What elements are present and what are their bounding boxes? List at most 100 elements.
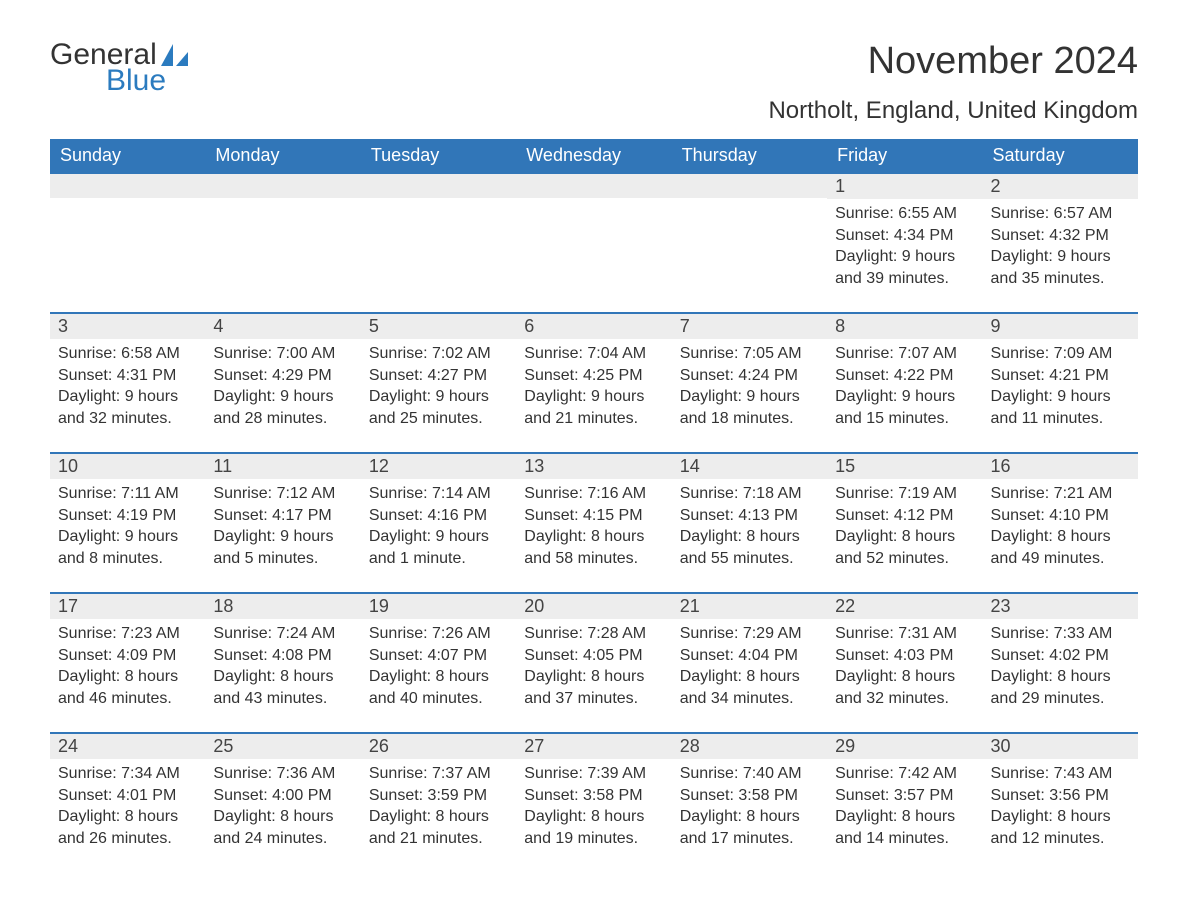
- daylight-line: Daylight: 9 hours and 25 minutes.: [369, 386, 508, 429]
- day-number: 22: [827, 594, 982, 619]
- day-content: Sunrise: 7:40 AMSunset: 3:58 PMDaylight:…: [672, 759, 827, 849]
- day-cell: 3Sunrise: 6:58 AMSunset: 4:31 PMDaylight…: [50, 314, 205, 434]
- sunset-line: Sunset: 4:15 PM: [524, 505, 663, 527]
- sunrise-line: Sunrise: 7:29 AM: [680, 623, 819, 645]
- day-cell: 26Sunrise: 7:37 AMSunset: 3:59 PMDayligh…: [361, 734, 516, 854]
- day-number: 17: [50, 594, 205, 619]
- sunset-line: Sunset: 4:27 PM: [369, 365, 508, 387]
- day-content: Sunrise: 7:09 AMSunset: 4:21 PMDaylight:…: [983, 339, 1138, 429]
- sunrise-line: Sunrise: 7:16 AM: [524, 483, 663, 505]
- day-number: 8: [827, 314, 982, 339]
- sunrise-line: Sunrise: 7:24 AM: [213, 623, 352, 645]
- day-number: 13: [516, 454, 671, 479]
- sunrise-line: Sunrise: 7:12 AM: [213, 483, 352, 505]
- sunset-line: Sunset: 4:29 PM: [213, 365, 352, 387]
- daylight-line: Daylight: 9 hours and 32 minutes.: [58, 386, 197, 429]
- sunset-line: Sunset: 4:32 PM: [991, 225, 1130, 247]
- sunrise-line: Sunrise: 6:55 AM: [835, 203, 974, 225]
- daylight-line: Daylight: 9 hours and 15 minutes.: [835, 386, 974, 429]
- day-number: 19: [361, 594, 516, 619]
- sunrise-line: Sunrise: 7:09 AM: [991, 343, 1130, 365]
- day-content: Sunrise: 7:04 AMSunset: 4:25 PMDaylight:…: [516, 339, 671, 429]
- day-content: Sunrise: 7:26 AMSunset: 4:07 PMDaylight:…: [361, 619, 516, 709]
- day-number: 26: [361, 734, 516, 759]
- day-cell: 19Sunrise: 7:26 AMSunset: 4:07 PMDayligh…: [361, 594, 516, 714]
- sunrise-line: Sunrise: 7:42 AM: [835, 763, 974, 785]
- sunset-line: Sunset: 4:10 PM: [991, 505, 1130, 527]
- dow-cell: Monday: [205, 139, 360, 172]
- sunrise-line: Sunrise: 7:05 AM: [680, 343, 819, 365]
- day-content: Sunrise: 7:39 AMSunset: 3:58 PMDaylight:…: [516, 759, 671, 849]
- sunset-line: Sunset: 4:31 PM: [58, 365, 197, 387]
- sunset-line: Sunset: 4:22 PM: [835, 365, 974, 387]
- title-block: November 2024 Northolt, England, United …: [768, 40, 1138, 125]
- day-number: 4: [205, 314, 360, 339]
- sunrise-line: Sunrise: 7:04 AM: [524, 343, 663, 365]
- sunset-line: Sunset: 4:07 PM: [369, 645, 508, 667]
- sunset-line: Sunset: 4:02 PM: [991, 645, 1130, 667]
- month-title: November 2024: [768, 40, 1138, 83]
- daylight-line: Daylight: 9 hours and 1 minute.: [369, 526, 508, 569]
- sunrise-line: Sunrise: 7:21 AM: [991, 483, 1130, 505]
- sunrise-line: Sunrise: 7:34 AM: [58, 763, 197, 785]
- day-content: Sunrise: 7:24 AMSunset: 4:08 PMDaylight:…: [205, 619, 360, 709]
- sunset-line: Sunset: 4:01 PM: [58, 785, 197, 807]
- sunset-line: Sunset: 4:25 PM: [524, 365, 663, 387]
- day-number: 12: [361, 454, 516, 479]
- daylight-line: Daylight: 8 hours and 49 minutes.: [991, 526, 1130, 569]
- sunset-line: Sunset: 3:59 PM: [369, 785, 508, 807]
- day-content: Sunrise: 7:07 AMSunset: 4:22 PMDaylight:…: [827, 339, 982, 429]
- day-cell: 13Sunrise: 7:16 AMSunset: 4:15 PMDayligh…: [516, 454, 671, 574]
- sunset-line: Sunset: 4:05 PM: [524, 645, 663, 667]
- daylight-line: Daylight: 8 hours and 55 minutes.: [680, 526, 819, 569]
- sunrise-line: Sunrise: 7:37 AM: [369, 763, 508, 785]
- sunset-line: Sunset: 4:19 PM: [58, 505, 197, 527]
- day-of-week-header: SundayMondayTuesdayWednesdayThursdayFrid…: [50, 139, 1138, 172]
- sunset-line: Sunset: 4:12 PM: [835, 505, 974, 527]
- week-row: 3Sunrise: 6:58 AMSunset: 4:31 PMDaylight…: [50, 312, 1138, 434]
- day-content: Sunrise: 7:37 AMSunset: 3:59 PMDaylight:…: [361, 759, 516, 849]
- week-row: 17Sunrise: 7:23 AMSunset: 4:09 PMDayligh…: [50, 592, 1138, 714]
- daylight-line: Daylight: 9 hours and 11 minutes.: [991, 386, 1130, 429]
- day-cell: 4Sunrise: 7:00 AMSunset: 4:29 PMDaylight…: [205, 314, 360, 434]
- day-cell: 7Sunrise: 7:05 AMSunset: 4:24 PMDaylight…: [672, 314, 827, 434]
- day-cell: 23Sunrise: 7:33 AMSunset: 4:02 PMDayligh…: [983, 594, 1138, 714]
- daylight-line: Daylight: 8 hours and 37 minutes.: [524, 666, 663, 709]
- sunset-line: Sunset: 4:16 PM: [369, 505, 508, 527]
- day-cell: 28Sunrise: 7:40 AMSunset: 3:58 PMDayligh…: [672, 734, 827, 854]
- sunrise-line: Sunrise: 6:58 AM: [58, 343, 197, 365]
- sunrise-line: Sunrise: 7:36 AM: [213, 763, 352, 785]
- day-cell: [205, 174, 360, 294]
- sunrise-line: Sunrise: 7:11 AM: [58, 483, 197, 505]
- day-cell: 9Sunrise: 7:09 AMSunset: 4:21 PMDaylight…: [983, 314, 1138, 434]
- day-content: Sunrise: 6:58 AMSunset: 4:31 PMDaylight:…: [50, 339, 205, 429]
- day-number: 30: [983, 734, 1138, 759]
- dow-cell: Thursday: [672, 139, 827, 172]
- daylight-line: Daylight: 8 hours and 19 minutes.: [524, 806, 663, 849]
- day-content: Sunrise: 7:12 AMSunset: 4:17 PMDaylight:…: [205, 479, 360, 569]
- week-row: 10Sunrise: 7:11 AMSunset: 4:19 PMDayligh…: [50, 452, 1138, 574]
- sunset-line: Sunset: 4:03 PM: [835, 645, 974, 667]
- sunset-line: Sunset: 4:04 PM: [680, 645, 819, 667]
- daylight-line: Daylight: 8 hours and 34 minutes.: [680, 666, 819, 709]
- sunrise-line: Sunrise: 7:43 AM: [991, 763, 1130, 785]
- day-cell: 6Sunrise: 7:04 AMSunset: 4:25 PMDaylight…: [516, 314, 671, 434]
- daylight-line: Daylight: 9 hours and 5 minutes.: [213, 526, 352, 569]
- day-number: 27: [516, 734, 671, 759]
- sunrise-line: Sunrise: 7:23 AM: [58, 623, 197, 645]
- daylight-line: Daylight: 8 hours and 12 minutes.: [991, 806, 1130, 849]
- day-content: Sunrise: 7:21 AMSunset: 4:10 PMDaylight:…: [983, 479, 1138, 569]
- day-number: [516, 174, 671, 198]
- day-cell: 22Sunrise: 7:31 AMSunset: 4:03 PMDayligh…: [827, 594, 982, 714]
- day-number: [205, 174, 360, 198]
- daylight-line: Daylight: 8 hours and 46 minutes.: [58, 666, 197, 709]
- day-number: 18: [205, 594, 360, 619]
- day-content: Sunrise: 6:55 AMSunset: 4:34 PMDaylight:…: [827, 199, 982, 289]
- day-number: 11: [205, 454, 360, 479]
- sunset-line: Sunset: 3:58 PM: [680, 785, 819, 807]
- sunrise-line: Sunrise: 7:31 AM: [835, 623, 974, 645]
- daylight-line: Daylight: 8 hours and 52 minutes.: [835, 526, 974, 569]
- day-content: Sunrise: 7:19 AMSunset: 4:12 PMDaylight:…: [827, 479, 982, 569]
- dow-cell: Friday: [827, 139, 982, 172]
- day-cell: 27Sunrise: 7:39 AMSunset: 3:58 PMDayligh…: [516, 734, 671, 854]
